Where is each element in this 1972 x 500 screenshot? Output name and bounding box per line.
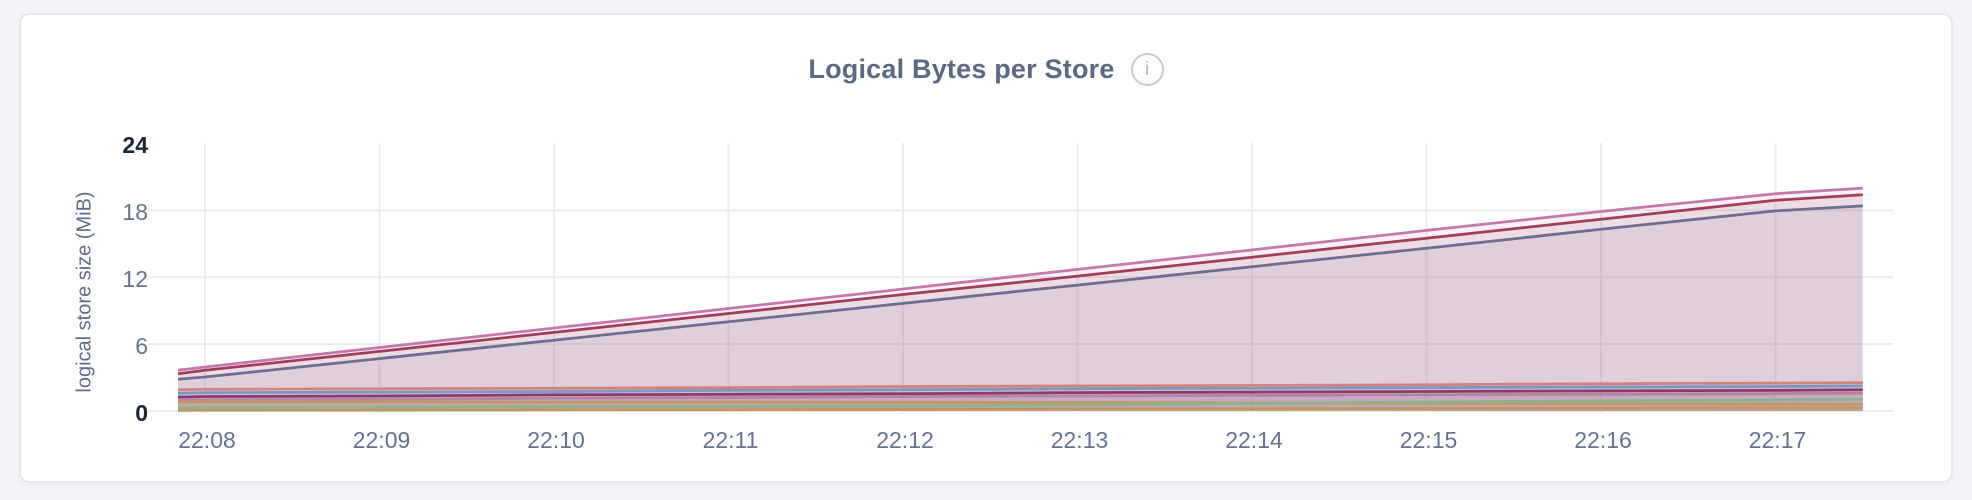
- info-icon[interactable]: i: [1130, 53, 1164, 86]
- series-line-store-tan-2: [177, 406, 1863, 412]
- series-area-store-orchid: [178, 188, 1863, 411]
- y-tick-0: 0: [135, 400, 148, 426]
- x-tick-22:09: 22:09: [352, 427, 411, 453]
- x-tick-22:10: 22:10: [527, 427, 585, 453]
- y-tick-24: 24: [122, 132, 148, 159]
- series-line-store-darkred: [177, 193, 1863, 376]
- x-tick-22:13: 22:13: [1050, 427, 1109, 453]
- series-line-store-orchid: [177, 186, 1863, 372]
- series-line-store-green: [177, 397, 1863, 410]
- y-tick-6: 6: [135, 333, 148, 360]
- series-line-store-rose: [177, 391, 1863, 402]
- y-tick-12: 12: [122, 266, 148, 293]
- x-tick-22:16: 22:16: [1574, 427, 1632, 453]
- series-line-store-salmon: [177, 381, 1863, 392]
- x-tick-22:14: 22:14: [1225, 427, 1283, 453]
- series-line-store-steelblue: [177, 384, 1863, 395]
- series-area-store-slate: [178, 205, 1863, 411]
- x-tick-22:15: 22:15: [1399, 427, 1458, 453]
- y-tick-18: 18: [122, 199, 148, 226]
- chart-header: Logical Bytes per Store i: [21, 53, 1951, 86]
- series-line-store-magenta: [177, 388, 1863, 399]
- series-line-store-slate: [177, 204, 1863, 381]
- x-tick-22:11: 22:11: [702, 427, 759, 453]
- series-area-store-darkred: [178, 194, 1863, 411]
- x-tick-22:12: 22:12: [876, 427, 934, 453]
- series-line-store-tan: [178, 400, 1863, 406]
- x-tick-22:17: 22:17: [1748, 427, 1807, 453]
- chart-title: Logical Bytes per Store: [808, 54, 1115, 84]
- x-tick-22:08: 22:08: [178, 427, 236, 453]
